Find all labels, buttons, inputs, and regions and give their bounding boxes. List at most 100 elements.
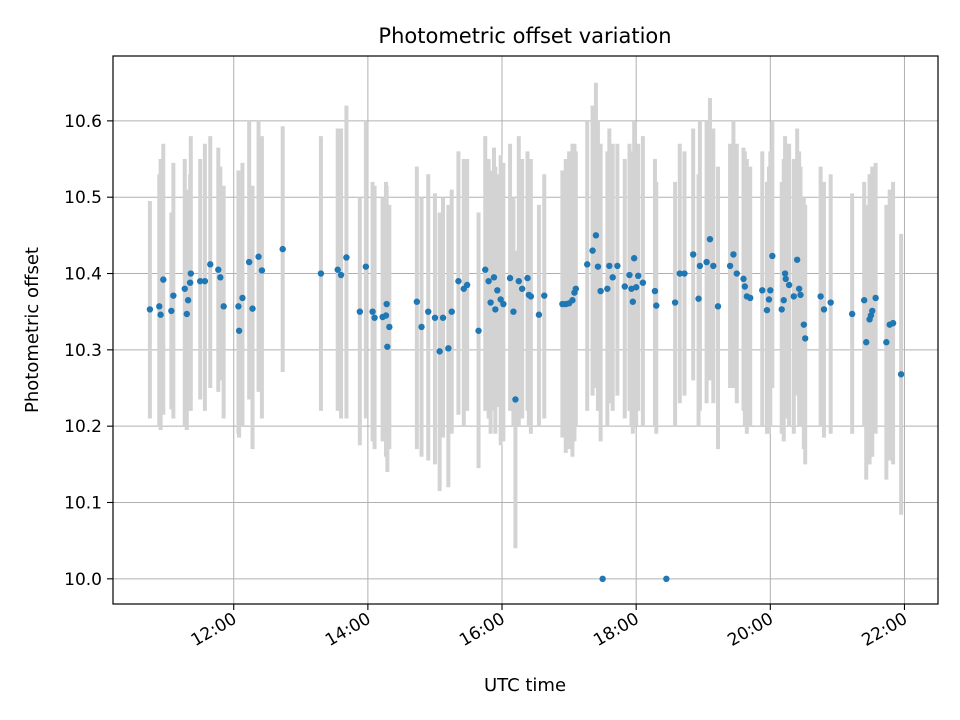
data-point	[689, 251, 697, 258]
data-point	[156, 303, 163, 310]
data-point	[485, 277, 492, 285]
data-point	[235, 327, 243, 334]
data-point	[634, 272, 642, 280]
data-point	[584, 261, 591, 268]
data-point	[184, 297, 192, 304]
data-point	[187, 270, 195, 277]
data-point	[512, 396, 519, 403]
data-point	[500, 300, 507, 308]
data-point	[863, 339, 870, 346]
data-point	[215, 266, 222, 273]
data-point	[279, 245, 286, 253]
data-point	[604, 285, 611, 292]
data-point	[168, 307, 175, 315]
data-point	[436, 348, 443, 355]
data-point	[239, 294, 246, 302]
data-point	[515, 277, 522, 285]
data-point	[714, 303, 722, 310]
data-point	[797, 291, 804, 299]
data-point	[343, 254, 350, 261]
data-point	[183, 310, 190, 318]
data-point	[782, 275, 789, 283]
data-point	[769, 252, 776, 260]
data-point	[384, 343, 391, 350]
data-point	[535, 311, 543, 318]
data-point	[767, 287, 774, 294]
data-point	[245, 258, 253, 266]
data-point	[569, 297, 576, 304]
data-point	[614, 262, 621, 270]
data-point	[609, 274, 616, 281]
data-point	[630, 255, 638, 262]
data-points	[146, 232, 905, 583]
data-point	[653, 302, 660, 309]
data-point	[759, 287, 766, 294]
data-point	[703, 258, 710, 266]
data-point	[639, 279, 647, 286]
y-tick-label: 10.0	[64, 570, 102, 590]
data-point	[494, 287, 501, 294]
data-point	[448, 308, 455, 315]
data-point	[733, 270, 740, 277]
data-point	[746, 294, 754, 302]
data-point	[765, 296, 773, 303]
data-point	[356, 308, 364, 315]
data-point	[431, 314, 439, 321]
data-point	[626, 271, 633, 279]
data-point	[170, 292, 177, 299]
data-point	[780, 297, 787, 304]
data-point	[383, 300, 390, 308]
data-point	[524, 274, 531, 282]
y-tick-label: 10.2	[64, 417, 102, 437]
data-point	[482, 266, 489, 273]
data-point	[592, 232, 600, 239]
data-point	[492, 306, 499, 313]
data-point	[597, 287, 604, 295]
data-point	[801, 335, 809, 342]
data-point	[785, 281, 793, 289]
data-point	[817, 293, 824, 300]
data-point	[527, 293, 535, 300]
data-point	[872, 294, 879, 302]
data-point	[827, 299, 834, 306]
y-axis-label: Photometric offset	[22, 247, 43, 413]
y-tick-label: 10.1	[64, 493, 102, 513]
data-point	[800, 321, 808, 328]
data-point	[606, 262, 613, 270]
data-point	[696, 262, 704, 270]
y-tick-label: 10.4	[64, 265, 102, 285]
data-point	[455, 277, 462, 285]
data-point	[255, 253, 262, 260]
data-point	[475, 327, 482, 334]
data-point	[651, 287, 659, 295]
data-point	[589, 247, 596, 254]
data-point	[201, 277, 209, 285]
data-point	[594, 263, 602, 270]
data-point	[778, 306, 785, 313]
data-point	[413, 298, 421, 305]
data-point	[386, 323, 393, 331]
data-point	[439, 314, 447, 321]
data-point	[317, 270, 325, 277]
data-point	[445, 345, 452, 352]
data-point	[795, 285, 803, 292]
y-axis-ticks: 10.0 10.1 10.2 10.3 10.4 10.5 10.6	[64, 112, 113, 590]
data-point	[726, 262, 734, 270]
data-point	[541, 292, 548, 299]
data-point	[621, 283, 628, 290]
data-point	[599, 575, 606, 583]
data-point	[897, 371, 905, 378]
data-point	[207, 261, 214, 268]
data-point	[629, 298, 637, 305]
data-point	[369, 308, 376, 315]
data-point	[334, 266, 341, 273]
data-point	[181, 285, 188, 292]
data-point	[793, 256, 801, 263]
y-tick-label: 10.6	[64, 112, 102, 132]
x-axis-label: UTC time	[484, 675, 566, 696]
data-point	[196, 277, 204, 285]
data-point	[249, 305, 256, 312]
data-point	[337, 271, 345, 279]
data-point	[506, 274, 514, 282]
y-tick-label: 10.5	[64, 188, 102, 208]
